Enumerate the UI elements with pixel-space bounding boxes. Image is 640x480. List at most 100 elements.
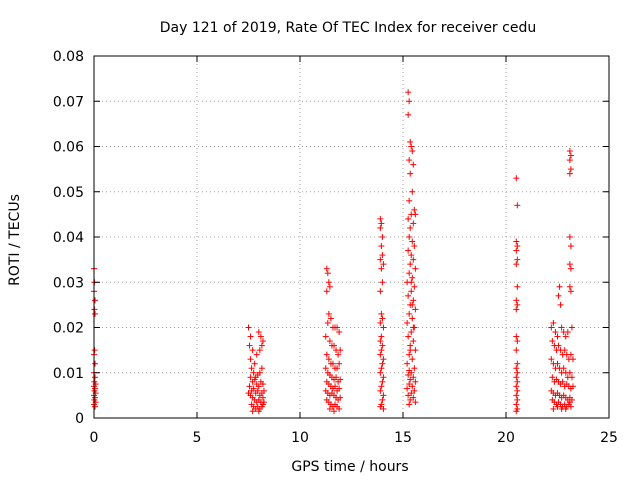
data-point bbox=[325, 310, 332, 317]
data-point bbox=[410, 374, 417, 381]
data-point bbox=[564, 329, 571, 336]
data-point bbox=[405, 215, 412, 222]
data-point bbox=[404, 385, 411, 392]
data-point bbox=[407, 138, 414, 145]
data-point bbox=[329, 360, 336, 367]
data-point bbox=[247, 356, 254, 363]
data-point bbox=[411, 206, 418, 213]
grid bbox=[94, 56, 609, 418]
data-point bbox=[559, 378, 566, 385]
data-point bbox=[407, 224, 414, 231]
data-point bbox=[513, 238, 520, 245]
data-points bbox=[91, 89, 576, 415]
data-point bbox=[514, 202, 521, 209]
data-point bbox=[409, 238, 416, 245]
data-point bbox=[566, 157, 573, 164]
data-point bbox=[567, 152, 574, 159]
data-point bbox=[410, 324, 417, 331]
data-point bbox=[554, 403, 561, 410]
data-point bbox=[92, 297, 99, 304]
data-point bbox=[566, 369, 573, 376]
data-point bbox=[409, 188, 416, 195]
data-point bbox=[567, 243, 574, 250]
data-point bbox=[255, 408, 262, 415]
data-point bbox=[377, 319, 384, 326]
data-point bbox=[379, 378, 386, 385]
data-point bbox=[411, 365, 418, 372]
data-point bbox=[326, 338, 333, 345]
data-point bbox=[513, 306, 520, 313]
data-point bbox=[554, 333, 561, 340]
data-point bbox=[412, 306, 419, 313]
x-tick-label: 5 bbox=[193, 430, 202, 446]
y-tick-label: 0.08 bbox=[53, 49, 84, 65]
data-point bbox=[91, 347, 98, 354]
y-tick-label: 0.03 bbox=[53, 275, 84, 291]
data-point bbox=[566, 399, 573, 406]
data-point bbox=[566, 234, 573, 240]
data-point bbox=[513, 374, 520, 381]
data-point bbox=[337, 394, 344, 401]
data-point bbox=[406, 270, 413, 277]
x-tick-label: 25 bbox=[600, 430, 618, 446]
data-point bbox=[405, 111, 412, 118]
data-point bbox=[406, 310, 413, 317]
data-point bbox=[380, 405, 387, 412]
y-tick-label: 0.01 bbox=[53, 366, 84, 382]
data-point bbox=[378, 333, 385, 340]
data-point bbox=[336, 329, 343, 336]
data-point bbox=[378, 220, 385, 227]
data-point bbox=[248, 365, 255, 372]
data-point bbox=[568, 374, 575, 381]
data-point bbox=[406, 401, 413, 408]
data-point bbox=[336, 360, 343, 367]
data-point bbox=[562, 333, 569, 340]
data-point bbox=[377, 387, 384, 394]
data-point bbox=[258, 342, 265, 349]
data-point bbox=[513, 297, 520, 304]
data-point bbox=[323, 288, 330, 295]
data-point bbox=[379, 315, 386, 322]
data-point bbox=[324, 319, 331, 326]
data-point bbox=[92, 310, 99, 317]
data-point bbox=[410, 256, 417, 263]
data-point bbox=[513, 401, 520, 408]
data-point bbox=[247, 374, 254, 381]
data-point bbox=[513, 392, 520, 399]
data-point bbox=[246, 342, 253, 349]
data-point bbox=[379, 396, 386, 403]
data-point bbox=[513, 383, 520, 390]
data-point bbox=[380, 374, 387, 381]
data-point bbox=[377, 403, 384, 410]
data-point bbox=[405, 333, 412, 340]
data-point bbox=[92, 360, 99, 367]
data-point bbox=[377, 224, 384, 231]
chart-title: Day 121 of 2019, Rate Of TEC Index for r… bbox=[160, 20, 536, 36]
data-point bbox=[260, 387, 267, 394]
data-point bbox=[549, 374, 556, 381]
data-point bbox=[567, 351, 574, 358]
data-point bbox=[257, 333, 264, 340]
data-point bbox=[513, 333, 520, 340]
data-point bbox=[412, 399, 419, 406]
data-point bbox=[567, 265, 574, 272]
data-point bbox=[567, 403, 574, 410]
data-point bbox=[249, 408, 256, 415]
data-point bbox=[92, 403, 99, 410]
data-point bbox=[560, 365, 567, 372]
data-point bbox=[514, 338, 521, 345]
data-point bbox=[259, 394, 266, 401]
data-point bbox=[255, 329, 262, 336]
data-point bbox=[378, 310, 385, 317]
data-point bbox=[326, 283, 333, 290]
data-point bbox=[408, 279, 415, 286]
data-point bbox=[566, 283, 573, 290]
data-point bbox=[409, 148, 416, 155]
data-point bbox=[337, 347, 344, 354]
y-tick-label: 0 bbox=[75, 411, 84, 427]
data-point bbox=[556, 283, 563, 290]
data-point bbox=[322, 333, 329, 340]
data-point bbox=[514, 387, 521, 394]
data-point bbox=[377, 351, 384, 358]
data-point bbox=[410, 220, 417, 227]
